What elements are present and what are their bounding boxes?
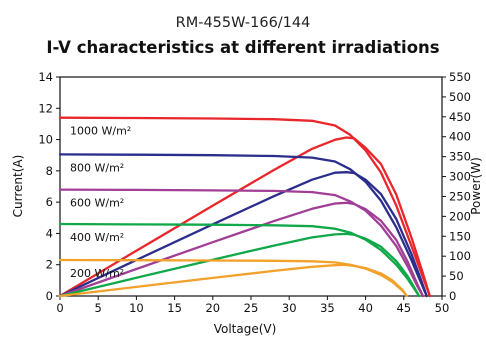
- y2-tick-label: 300: [449, 170, 471, 184]
- y-tick-label: 12: [38, 101, 53, 115]
- irradiance-label-200: 200 W/m²: [70, 267, 124, 280]
- x-tick-label: 10: [129, 301, 144, 315]
- pv-curve-1000: [58, 136, 431, 298]
- iv-curve-200: [58, 258, 409, 298]
- x-tick-label: 5: [95, 301, 102, 315]
- y2-tick-label: 500: [449, 90, 471, 104]
- x-axis-label: Voltage(V): [214, 322, 277, 336]
- y2-tick-label: 450: [449, 110, 471, 124]
- iv-curve-600: [58, 188, 425, 298]
- y2-tick-label: 0: [449, 289, 456, 303]
- x-tick-label: 25: [244, 301, 259, 315]
- y2-tick-label: 50: [449, 269, 464, 283]
- x-tick-label: 0: [56, 301, 63, 315]
- iv-curve-1000: [58, 116, 431, 298]
- x-tick-label: 20: [205, 301, 220, 315]
- y2-tick-label: 250: [449, 189, 471, 203]
- y2-tick-label: 100: [449, 249, 471, 263]
- pv-curve-400: [58, 232, 421, 298]
- irradiance-label-600: 600 W/m²: [70, 197, 124, 210]
- y-axis-label-power: Power(W): [469, 157, 483, 215]
- y-tick-label: 0: [46, 289, 53, 303]
- x-tick-label: 35: [320, 301, 335, 315]
- x-tick-label: 45: [396, 301, 411, 315]
- pv-curve-800: [58, 171, 428, 298]
- y-tick-label: 4: [46, 226, 53, 240]
- y-tick-label: 14: [38, 70, 53, 84]
- y-tick-label: 10: [38, 133, 53, 147]
- chart-subtitle: RM-455W-166/144: [176, 15, 311, 31]
- x-tick-label: 50: [435, 301, 450, 315]
- irradiance-labels: 1000 W/m² 800 W/m² 600 W/m² 400 W/m² 200 W/m…: [70, 125, 131, 280]
- chart-title: I-V characteristics at different irradia…: [46, 38, 439, 57]
- irradiance-label-800: 800 W/m²: [70, 161, 124, 174]
- y-axis-label-current: Current(A): [11, 155, 25, 218]
- irradiance-label-1000: 1000 W/m²: [70, 125, 131, 138]
- axis-ticks: 0 5 10 15 20 25 30 35 40 45 5002468101214050100150…: [38, 70, 471, 315]
- y2-tick-label: 550: [449, 70, 471, 84]
- y2-tick-label: 400: [449, 130, 471, 144]
- y2-tick-label: 200: [449, 209, 471, 223]
- iv-curve-400: [58, 222, 421, 298]
- x-tick-label: 40: [358, 301, 373, 315]
- x-tick-label: 30: [282, 301, 297, 315]
- x-tick-label: 15: [167, 301, 182, 315]
- y-tick-label: 2: [46, 258, 53, 272]
- y-tick-label: 6: [46, 195, 53, 209]
- iv-curve-800: [58, 153, 428, 298]
- y-tick-label: 8: [46, 164, 53, 178]
- y2-tick-label: 350: [449, 150, 471, 164]
- pv-curve-600: [58, 201, 425, 298]
- y2-tick-label: 150: [449, 229, 471, 243]
- current-curves: [58, 116, 431, 298]
- irradiance-label-400: 400 W/m²: [70, 231, 124, 244]
